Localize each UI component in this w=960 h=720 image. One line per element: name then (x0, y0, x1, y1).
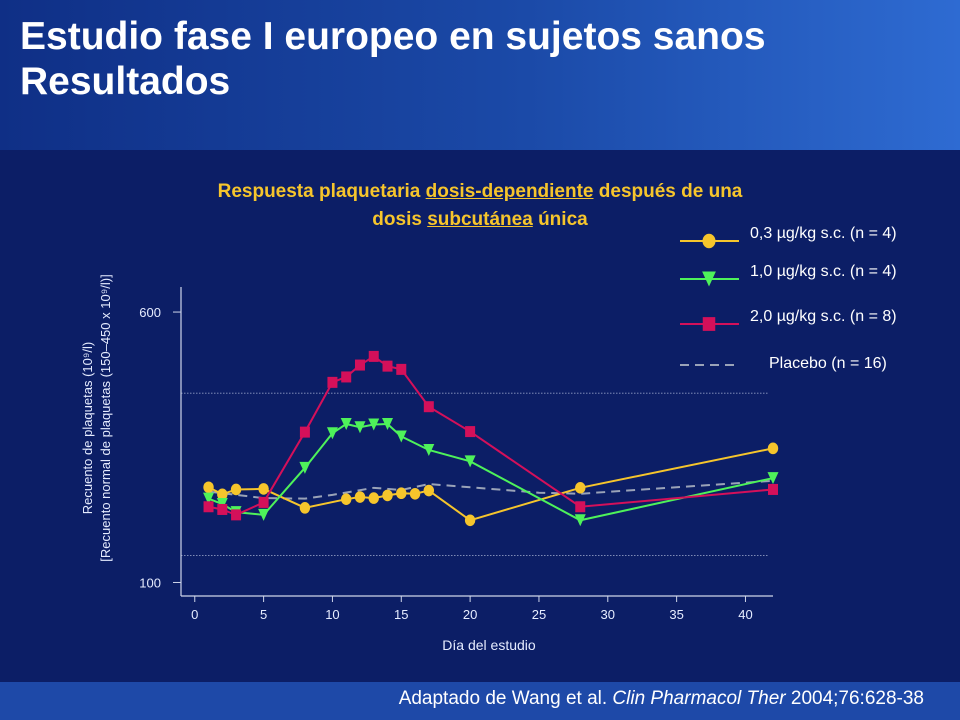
series-2 (203, 350, 778, 521)
legend-marker-1 (702, 271, 716, 287)
legend-label-1: 1,0 µg/kg s.c. (n = 4) (750, 263, 897, 280)
x-axis-label: Día del estudio (442, 637, 536, 653)
series-2-point-5 (327, 376, 338, 388)
x-tick-label-5: 5 (260, 607, 267, 622)
series-0-point-11 (423, 484, 435, 497)
series-1-point-7 (354, 421, 366, 434)
x-tick-label-30: 30 (601, 607, 615, 622)
legend-label-3: Placebo (n = 16) (769, 355, 887, 372)
series-1-point-12 (464, 455, 476, 468)
series-0-point-1 (217, 488, 228, 501)
series-0-point-12 (464, 514, 476, 527)
series-0 (203, 442, 779, 527)
legend-marker-0 (702, 233, 716, 249)
series-0-point-0 (203, 481, 214, 494)
series-1-point-6 (340, 418, 352, 431)
x-tick-label-20: 20 (463, 607, 477, 622)
y-axis-label-line2: [Recuento normal de plaquetas (150–450 x… (98, 274, 113, 561)
series-1-point-14 (767, 472, 779, 485)
series-0-point-7 (368, 492, 379, 504)
series-2-point-13 (575, 501, 586, 513)
series-2-point-3 (258, 496, 269, 508)
series-0-point-8 (382, 489, 393, 502)
chart-title-line2: dosis subcutánea única (372, 209, 588, 230)
series-1-point-3 (258, 508, 270, 521)
series-1-point-13 (574, 514, 586, 527)
series-2-point-0 (203, 501, 214, 513)
series-2-point-14 (768, 483, 778, 495)
series-2-point-4 (299, 426, 310, 438)
x-tick-label-35: 35 (669, 607, 683, 622)
series-2-point-2 (231, 509, 242, 521)
series-0-point-3 (258, 483, 269, 495)
legend-label-2: 2,0 µg/kg s.c. (n = 8) (750, 308, 897, 325)
x-tick-label-15: 15 (394, 607, 408, 622)
series-1-point-10 (395, 430, 407, 443)
series-0-point-14 (767, 442, 779, 455)
y-tick-label-600: 600 (139, 305, 161, 320)
series-2-point-6 (341, 371, 352, 383)
series-1 (203, 418, 779, 527)
footer-bar: Adaptado de Wang et al. Clin Pharmacol T… (0, 682, 960, 720)
series-1-point-9 (382, 418, 394, 431)
legend-marker-2 (702, 317, 716, 331)
series-2-point-8 (368, 350, 379, 362)
citation: Adaptado de Wang et al. Clin Pharmacol T… (398, 688, 924, 709)
series-1-point-8 (368, 418, 380, 431)
series-1-point-5 (326, 427, 338, 440)
series-0-point-9 (396, 487, 407, 500)
series-0-point-10 (409, 487, 421, 500)
series-0-point-5 (341, 493, 352, 505)
x-tick-label-10: 10 (325, 607, 339, 622)
series-2-point-12 (465, 426, 476, 438)
series-1-point-11 (423, 443, 435, 456)
series-line-2 (208, 355, 774, 516)
series-line-0 (208, 447, 774, 522)
chart-title-line1: Respuesta plaquetaria dosis-dependiente … (217, 181, 743, 202)
title-banner (0, 0, 960, 150)
slide-title: Estudio fase I europeo en sujetos sanos … (20, 14, 766, 104)
series-0-point-4 (299, 502, 311, 514)
y-axis-label-line1: Recuento de plaquetas (10⁹/l) (80, 342, 95, 515)
slide-title-line2: Resultados (20, 60, 231, 103)
x-tick-label-25: 25 (532, 607, 546, 622)
series-0-point-2 (230, 483, 242, 496)
legend-label-0: 0,3 µg/kg s.c. (n = 4) (750, 225, 897, 242)
series-2-point-10 (396, 363, 407, 375)
slide-body (0, 150, 960, 720)
series-2-point-9 (382, 360, 393, 372)
x-tick-label-0: 0 (191, 607, 198, 622)
series-line-1 (208, 422, 774, 522)
slide-title-line1: Estudio fase I europeo en sujetos sanos (20, 15, 766, 58)
series-0-point-13 (575, 482, 586, 494)
series-2-point-7 (354, 359, 365, 371)
y-tick-label-100: 100 (139, 575, 161, 590)
series-0-point-6 (354, 491, 366, 503)
series-1-point-0 (203, 492, 215, 505)
series-1-point-4 (299, 461, 311, 474)
x-tick-label-40: 40 (738, 607, 752, 622)
series-2-point-1 (217, 503, 228, 515)
chart-title: Respuesta plaquetaria dosis-dependiente … (80, 178, 880, 234)
series-2-point-11 (423, 401, 434, 413)
